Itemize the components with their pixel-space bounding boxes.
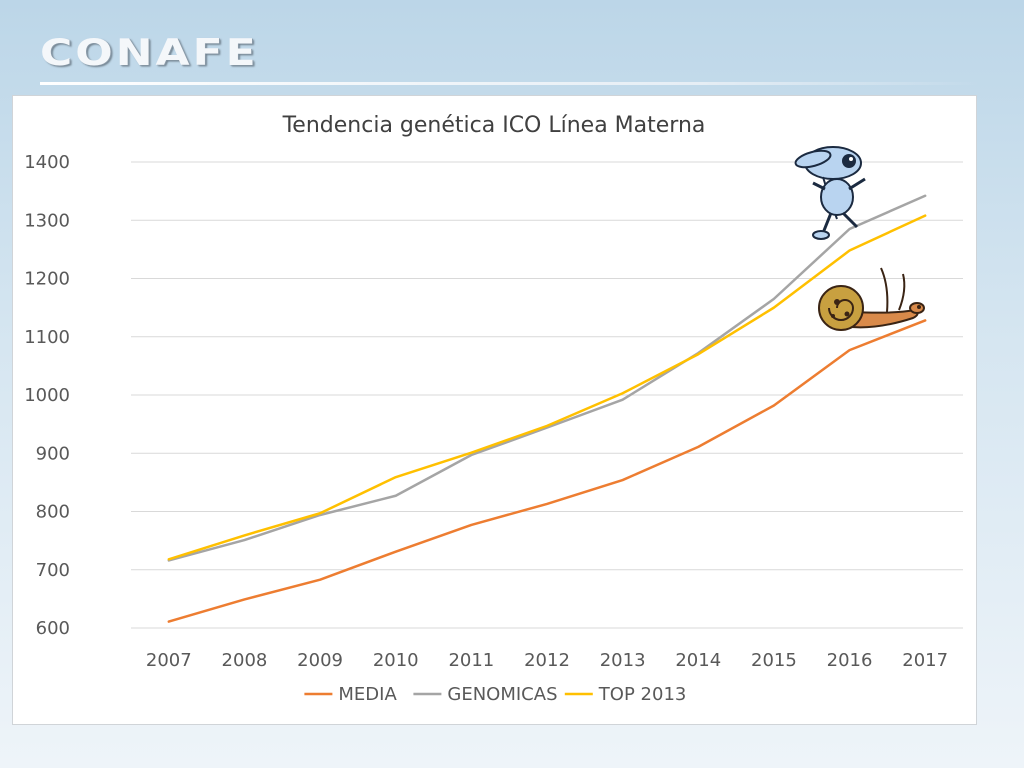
series-line-genomicas — [167, 194, 927, 562]
y-axis: 600 700 800 900 1000 1100 1200 1300 1400 — [24, 152, 70, 639]
y-tick-label: 600 — [36, 618, 70, 639]
x-tick-label: 2009 — [297, 650, 343, 671]
series-lines — [167, 194, 927, 623]
snail-cartoon-icon — [818, 267, 925, 331]
chart-title: Tendencia genética ICO Línea Materna — [282, 113, 706, 138]
chart-panel: Tendencia genética ICO Línea Materna 600… — [12, 95, 977, 725]
y-tick-label: 1300 — [24, 210, 70, 231]
x-tick-label: 2015 — [751, 650, 797, 671]
x-tick-label: 2013 — [600, 650, 646, 671]
legend-label-genomicas: GENOMICAS — [447, 684, 557, 705]
x-tick-label: 2010 — [373, 650, 419, 671]
legend-label-media: MEDIA — [338, 684, 397, 705]
x-tick-label: 2008 — [222, 650, 268, 671]
blue-runner-cartoon-icon — [794, 146, 866, 240]
x-tick-label: 2016 — [827, 650, 873, 671]
y-tick-label: 1100 — [24, 327, 70, 348]
x-tick-label: 2007 — [146, 650, 192, 671]
x-tick-label: 2012 — [524, 650, 570, 671]
series-line-media — [167, 319, 927, 623]
y-tick-label: 900 — [36, 443, 70, 464]
legend-label-top-2013: TOP 2013 — [598, 684, 687, 705]
chart-gridlines — [131, 161, 963, 629]
x-tick-label: 2014 — [675, 650, 721, 671]
y-tick-label: 1000 — [24, 385, 70, 406]
x-axis: 2007 2008 2009 2010 2011 2012 2013 2014 2015 2016… — [146, 650, 948, 671]
y-tick-label: 1200 — [24, 269, 70, 290]
y-tick-label: 1400 — [24, 152, 70, 173]
chart-legend: MEDIA GENOMICAS TOP 2013 — [304, 684, 686, 705]
header-divider — [40, 82, 980, 85]
brand-logo: CONAFE — [40, 32, 259, 74]
line-chart: Tendencia genética ICO Línea Materna 600… — [24, 113, 963, 705]
series-line-top-2013 — [167, 214, 927, 561]
y-tick-label: 800 — [36, 502, 70, 523]
x-tick-label: 2017 — [902, 650, 948, 671]
x-tick-label: 2011 — [448, 650, 494, 671]
y-tick-label: 700 — [36, 560, 70, 581]
